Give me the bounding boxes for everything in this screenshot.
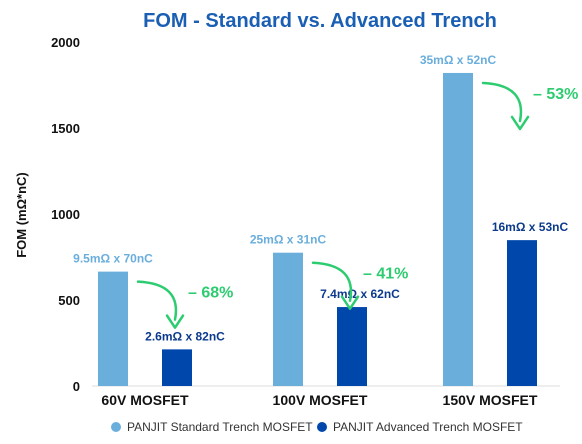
bar-data-label: 35mΩ x 52nC xyxy=(420,53,497,67)
bars xyxy=(98,72,537,387)
reduction-percent-label: – 41% xyxy=(363,266,408,283)
legend-label: PANJIT Standard Trench MOSFET xyxy=(127,420,313,434)
reduction-arrow-head xyxy=(510,115,530,131)
category-labels: 60V MOSFET 100V MOSFET 150V MOSFET xyxy=(101,392,537,408)
bar-data-labels: 9.5mΩ x 70nC 25mΩ x 31nC 35mΩ x 52nC 2.6mΩ … xyxy=(73,53,568,343)
y-tick-label: 2000 xyxy=(51,35,80,50)
standard-trench-bar xyxy=(273,252,303,386)
y-tick-label: 1000 xyxy=(51,207,80,222)
standard-trench-bar xyxy=(98,271,128,386)
bar-data-label: 7.4mΩ x 62nC xyxy=(320,287,400,301)
reduction-percent-label: – 53% xyxy=(533,86,578,103)
reduction-arrow-head xyxy=(340,295,360,310)
bar-data-label: 2.6mΩ x 82nC xyxy=(145,329,225,343)
bar-data-label: 16mΩ x 53nC xyxy=(492,220,569,234)
y-tick-label: 1500 xyxy=(51,121,80,136)
reduction-arrow-shaft xyxy=(136,280,178,321)
category-label: 150V MOSFET xyxy=(443,392,538,408)
reduction-arrows: – 68% – 41% – 53% xyxy=(136,81,578,329)
advanced-trench-bar xyxy=(507,240,537,386)
legend-label: PANJIT Advanced Trench MOSFET xyxy=(333,420,523,434)
y-tick-label: 500 xyxy=(58,293,80,308)
category-label: 100V MOSFET xyxy=(273,392,368,408)
advanced-trench-bar xyxy=(337,307,367,386)
legend-swatch xyxy=(317,422,327,432)
reduction-percent-label: – 68% xyxy=(188,285,233,302)
chart-title: FOM - Standard vs. Advanced Trench xyxy=(143,10,497,32)
advanced-trench-bar xyxy=(162,349,192,386)
y-tick-label: 0 xyxy=(73,379,80,394)
reduction-arrow-shaft xyxy=(481,81,523,123)
category-label: 60V MOSFET xyxy=(101,392,189,408)
legend: PANJIT Standard Trench MOSFET PANJIT Adva… xyxy=(111,420,523,434)
bar-data-label: 9.5mΩ x 70nC xyxy=(73,252,153,266)
y-axis-label: FOM (mΩ*nC) xyxy=(14,172,29,258)
reduction-arrow-head xyxy=(165,314,185,329)
standard-trench-bar xyxy=(443,72,473,387)
legend-swatch xyxy=(111,422,121,432)
y-axis-ticks: 0 500 1000 1500 2000 xyxy=(51,35,80,394)
reduction-arrow-shaft xyxy=(311,261,353,302)
bar-data-label: 25mΩ x 31nC xyxy=(250,233,327,247)
